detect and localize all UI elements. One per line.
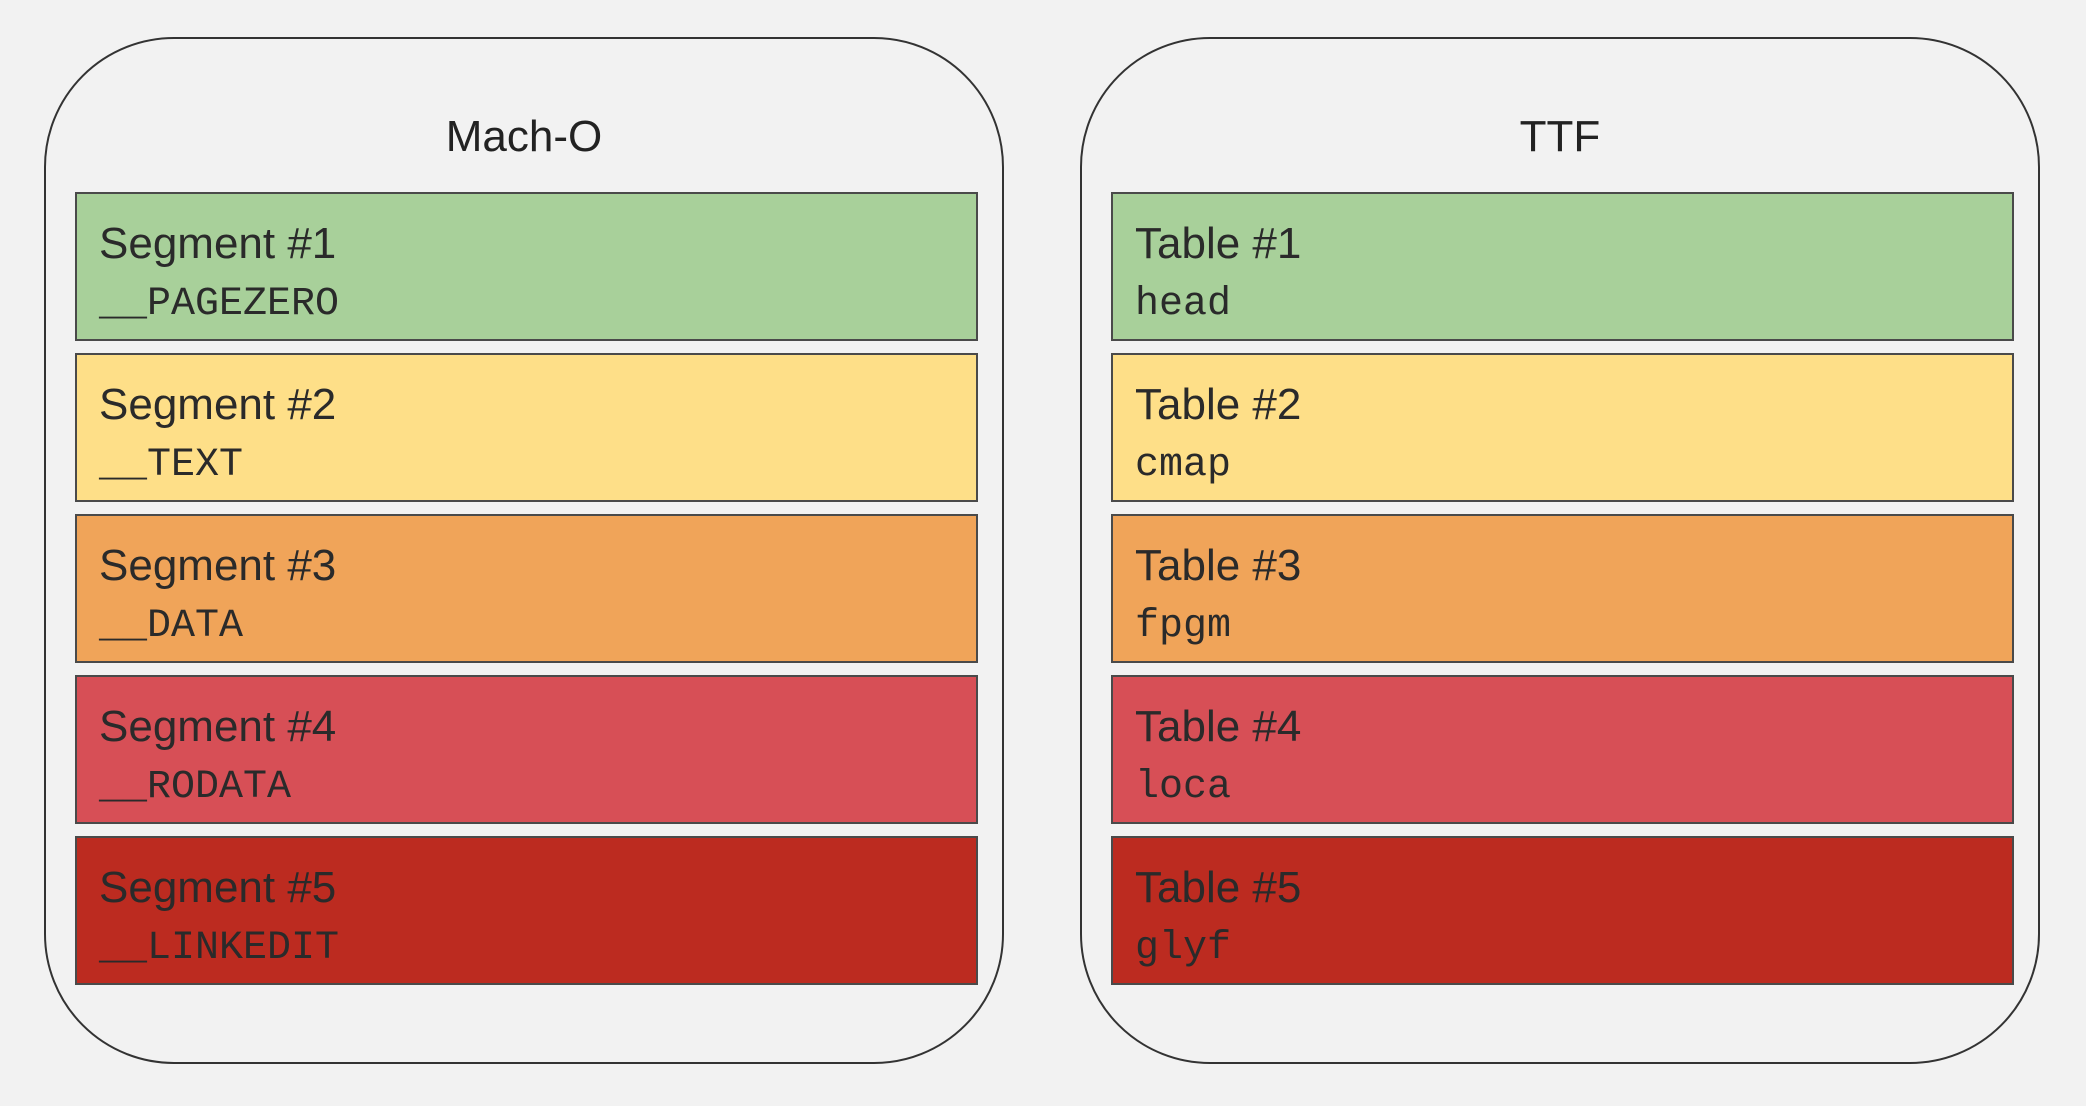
mach-o-title: Mach-O — [445, 112, 603, 161]
table-4-name: loca — [1135, 765, 1232, 810]
table-5-block: Table #5 glyf — [1111, 836, 2014, 985]
table-1-block: Table #1 head — [1111, 192, 2014, 341]
mach-o-panel: Mach-O Segment #1 __PAGEZERO Segment #2 … — [44, 37, 1004, 1064]
segment-2-label: Segment #2 — [99, 380, 337, 429]
table-5-name: glyf — [1135, 926, 1232, 971]
table-3-label: Table #3 — [1135, 541, 1302, 590]
table-1-label: Table #1 — [1135, 219, 1302, 268]
segment-3-label: Segment #3 — [99, 541, 337, 590]
segment-5-block: Segment #5 __LINKEDIT — [75, 836, 978, 985]
segment-2-block: Segment #2 __TEXT — [75, 353, 978, 502]
segment-1-block: Segment #1 __PAGEZERO — [75, 192, 978, 341]
segment-4-block: Segment #4 __RODATA — [75, 675, 978, 824]
ttf-title: TTF — [1519, 112, 1601, 161]
segment-3-name: __DATA — [99, 604, 244, 649]
table-3-block: Table #3 fpgm — [1111, 514, 2014, 663]
ttf-table-list: Table #1 head Table #2 cmap Table #3 fpg… — [1111, 192, 2014, 985]
table-1-name: head — [1135, 282, 1232, 327]
segment-5-name: __LINKEDIT — [99, 926, 340, 971]
ttf-panel: TTF Table #1 head Table #2 cmap Table #3… — [1080, 37, 2040, 1064]
table-2-label: Table #2 — [1135, 380, 1302, 429]
segment-3-block: Segment #3 __DATA — [75, 514, 978, 663]
segment-1-name: __PAGEZERO — [99, 282, 340, 327]
segment-4-label: Segment #4 — [99, 702, 337, 751]
segment-4-name: __RODATA — [99, 765, 292, 810]
segment-5-label: Segment #5 — [99, 863, 337, 912]
table-4-block: Table #4 loca — [1111, 675, 2014, 824]
table-2-name: cmap — [1135, 443, 1232, 488]
table-2-block: Table #2 cmap — [1111, 353, 2014, 502]
table-5-label: Table #5 — [1135, 863, 1302, 912]
table-4-label: Table #4 — [1135, 702, 1302, 751]
segment-1-label: Segment #1 — [99, 219, 337, 268]
table-3-name: fpgm — [1135, 604, 1232, 649]
segment-2-name: __TEXT — [99, 443, 244, 488]
mach-o-segment-list: Segment #1 __PAGEZERO Segment #2 __TEXT … — [75, 192, 978, 985]
